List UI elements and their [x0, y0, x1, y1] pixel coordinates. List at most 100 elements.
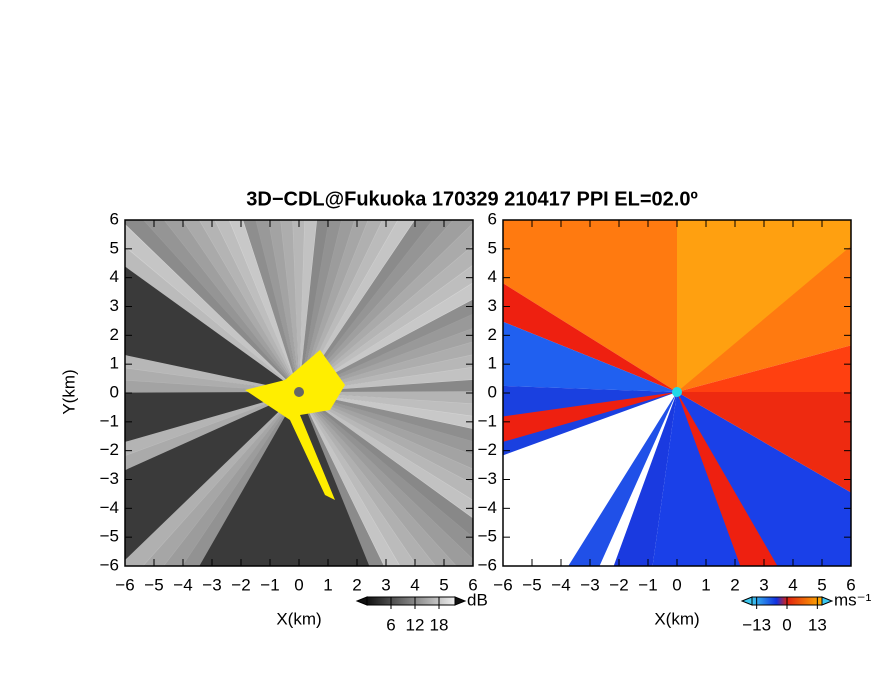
velocity-sector [613, 392, 677, 566]
y-tick-label: −3 [478, 469, 497, 488]
beam [299, 379, 473, 392]
x-tick-label: −5 [522, 575, 541, 594]
x-tick-label: −1 [638, 575, 657, 594]
beam [125, 367, 299, 392]
colorbar-tick-label: 12 [406, 615, 425, 634]
y-tick-label: 1 [110, 354, 119, 373]
x-tick-label: 4 [788, 575, 797, 594]
velocity-sector [677, 220, 851, 392]
beam [125, 223, 299, 392]
x-tick-label: −4 [551, 575, 570, 594]
beam [125, 392, 299, 566]
y-tick-label: 4 [488, 267, 497, 286]
colorbar-extend [740, 596, 834, 606]
x-axis-label: X(km) [276, 609, 321, 628]
colorbar-unit: dB [467, 590, 488, 609]
x-tick-label: 5 [817, 575, 826, 594]
colorbar-tick-label: 0 [782, 615, 791, 634]
beam [299, 391, 473, 405]
beam [163, 392, 299, 566]
y-tick-label: 2 [488, 325, 497, 344]
colorbar-tick-label: 18 [430, 615, 449, 634]
x-tick-label: 1 [701, 575, 710, 594]
x-tick-label: 0 [294, 575, 303, 594]
y-tick-label: −5 [100, 527, 119, 546]
velocity-sector [677, 392, 778, 566]
colorbar-extend [355, 596, 467, 606]
beam [299, 392, 473, 501]
beam [299, 392, 473, 561]
y-tick-label: 6 [488, 209, 497, 228]
radar-site [672, 387, 682, 397]
x-tick-label: −3 [202, 575, 221, 594]
y-tick-label: 4 [110, 267, 119, 286]
radar-site [294, 387, 304, 397]
beam [299, 220, 434, 392]
x-tick-label: 2 [730, 575, 739, 594]
y-tick-label: 2 [110, 325, 119, 344]
beam [299, 392, 473, 442]
beam [299, 220, 383, 392]
y-tick-label: 0 [110, 382, 119, 401]
beam [142, 392, 299, 566]
x-axis-label: X(km) [654, 609, 699, 628]
y-tick-label: −5 [478, 527, 497, 546]
x-tick-label: −4 [173, 575, 192, 594]
y-tick-label: −4 [478, 498, 497, 517]
y-tick-label: −3 [100, 469, 119, 488]
x-tick-label: 5 [439, 575, 448, 594]
velocity-sector [652, 392, 851, 566]
velocity-sector [503, 392, 677, 442]
colorbar-tick-label: 6 [386, 615, 395, 634]
colorbar-tick-label: 13 [808, 615, 827, 634]
y-tick-label: 6 [110, 209, 119, 228]
beam [299, 392, 473, 539]
y-tick-label: −4 [100, 498, 119, 517]
beam [280, 220, 299, 392]
velocity-sector [677, 345, 851, 392]
beam [299, 392, 473, 470]
y-tick-label: 5 [488, 238, 497, 257]
beam [299, 220, 454, 392]
velocity-sector [677, 392, 851, 493]
beam [299, 366, 473, 392]
colorbar [366, 596, 456, 606]
beam [299, 392, 473, 417]
x-tick-label: −1 [260, 575, 279, 594]
beam [299, 220, 330, 392]
y-tick-label: 5 [110, 238, 119, 257]
x-tick-label: 3 [759, 575, 768, 594]
x-tick-label: 0 [672, 575, 681, 594]
colorbar-unit: ms⁻¹ [834, 590, 872, 609]
x-tick-label: −6 [115, 575, 134, 594]
y-tick-label: 3 [488, 296, 497, 315]
y-tick-label: −1 [478, 411, 497, 430]
x-tick-label: −2 [231, 575, 250, 594]
beam [125, 220, 299, 392]
beam [299, 220, 342, 392]
beam [292, 220, 306, 392]
x-tick-label: −3 [580, 575, 599, 594]
x-tick-label: 6 [846, 575, 855, 594]
reflectivity-image [125, 220, 473, 566]
y-tick-label: −2 [478, 440, 497, 459]
beam [299, 220, 369, 392]
colorbar-tick-label: −13 [742, 615, 771, 634]
y-axis-label: Y(km) [59, 369, 78, 414]
beam [299, 220, 473, 392]
x-tick-label: 2 [352, 575, 361, 594]
y-tick-label: 3 [110, 296, 119, 315]
y-tick-label: 1 [488, 354, 497, 373]
x-tick-label: −6 [493, 575, 512, 594]
weak-echo [245, 350, 345, 500]
x-tick-label: 6 [468, 575, 477, 594]
y-tick-label: −1 [100, 411, 119, 430]
velocity-sector [503, 321, 677, 392]
y-tick-label: 0 [488, 382, 497, 401]
beam [299, 220, 318, 392]
velocity-image [503, 220, 851, 566]
beam [299, 392, 473, 519]
beam [299, 392, 473, 566]
x-tick-label: 3 [381, 575, 390, 594]
